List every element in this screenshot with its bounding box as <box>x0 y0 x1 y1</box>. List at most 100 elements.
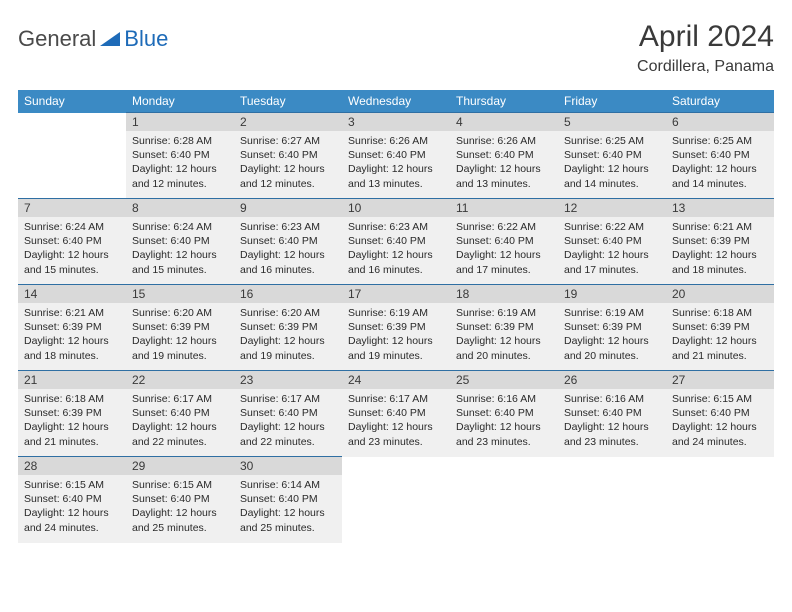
calendar-table: SundayMondayTuesdayWednesdayThursdayFrid… <box>18 90 774 543</box>
daylight-line2: and 22 minutes. <box>240 435 336 449</box>
week-row: 21Sunrise: 6:18 AMSunset: 6:39 PMDayligh… <box>18 371 774 457</box>
day-number: 8 <box>126 199 234 217</box>
sunrise: Sunrise: 6:14 AM <box>240 478 336 492</box>
day-cell: 11Sunrise: 6:22 AMSunset: 6:40 PMDayligh… <box>450 199 558 285</box>
blank-cell <box>342 457 450 543</box>
sunrise: Sunrise: 6:23 AM <box>240 220 336 234</box>
day-info: Sunrise: 6:24 AMSunset: 6:40 PMDaylight:… <box>126 217 234 281</box>
sunrise: Sunrise: 6:15 AM <box>24 478 120 492</box>
day-info: Sunrise: 6:16 AMSunset: 6:40 PMDaylight:… <box>450 389 558 453</box>
day-info: Sunrise: 6:17 AMSunset: 6:40 PMDaylight:… <box>126 389 234 453</box>
sunrise: Sunrise: 6:24 AM <box>24 220 120 234</box>
day-number: 16 <box>234 285 342 303</box>
sunrise: Sunrise: 6:15 AM <box>672 392 768 406</box>
daylight-line1: Daylight: 12 hours <box>348 334 444 348</box>
sunset: Sunset: 6:39 PM <box>240 320 336 334</box>
sunrise: Sunrise: 6:15 AM <box>132 478 228 492</box>
day-cell: 10Sunrise: 6:23 AMSunset: 6:40 PMDayligh… <box>342 199 450 285</box>
week-row: 7Sunrise: 6:24 AMSunset: 6:40 PMDaylight… <box>18 199 774 285</box>
sunset: Sunset: 6:40 PM <box>672 406 768 420</box>
sunset: Sunset: 6:40 PM <box>240 148 336 162</box>
sunrise: Sunrise: 6:22 AM <box>564 220 660 234</box>
day-number: 26 <box>558 371 666 389</box>
daylight-line2: and 23 minutes. <box>348 435 444 449</box>
day-info: Sunrise: 6:24 AMSunset: 6:40 PMDaylight:… <box>18 217 126 281</box>
sunrise: Sunrise: 6:17 AM <box>348 392 444 406</box>
day-number: 1 <box>126 113 234 131</box>
daylight-line1: Daylight: 12 hours <box>240 506 336 520</box>
day-info: Sunrise: 6:19 AMSunset: 6:39 PMDaylight:… <box>450 303 558 367</box>
sunset: Sunset: 6:40 PM <box>564 406 660 420</box>
day-cell: 17Sunrise: 6:19 AMSunset: 6:39 PMDayligh… <box>342 285 450 371</box>
daylight-line1: Daylight: 12 hours <box>24 506 120 520</box>
sunset: Sunset: 6:40 PM <box>672 148 768 162</box>
daylight-line2: and 12 minutes. <box>240 177 336 191</box>
day-cell: 22Sunrise: 6:17 AMSunset: 6:40 PMDayligh… <box>126 371 234 457</box>
sunrise: Sunrise: 6:25 AM <box>672 134 768 148</box>
sunset: Sunset: 6:39 PM <box>24 320 120 334</box>
day-cell: 28 Sunrise: 6:15 AMSunset: 6:40 PMDayligh… <box>18 457 126 543</box>
blank-cell <box>666 457 774 543</box>
day-info: Sunrise: 6:25 AMSunset: 6:40 PMDaylight:… <box>666 131 774 195</box>
day-number: 20 <box>666 285 774 303</box>
sunrise: Sunrise: 6:26 AM <box>456 134 552 148</box>
day-cell: 2Sunrise: 6:27 AMSunset: 6:40 PMDaylight… <box>234 113 342 199</box>
day-info: Sunrise: 6:22 AMSunset: 6:40 PMDaylight:… <box>450 217 558 281</box>
day-info: Sunrise: 6:23 AMSunset: 6:40 PMDaylight:… <box>342 217 450 281</box>
day-number: 21 <box>18 371 126 389</box>
day-cell: 18Sunrise: 6:19 AMSunset: 6:39 PMDayligh… <box>450 285 558 371</box>
daylight-line1: Daylight: 12 hours <box>672 162 768 176</box>
day-number: 6 <box>666 113 774 131</box>
day-number: 10 <box>342 199 450 217</box>
day-cell: 14Sunrise: 6:21 AMSunset: 6:39 PMDayligh… <box>18 285 126 371</box>
sunset: Sunset: 6:40 PM <box>132 492 228 506</box>
sunrise: Sunrise: 6:28 AM <box>132 134 228 148</box>
day-number: 28 <box>18 457 126 475</box>
day-info: Sunrise: 6:15 AMSunset: 6:40 PMDaylight:… <box>126 475 234 539</box>
logo-text-2: Blue <box>124 26 168 52</box>
daylight-line2: and 18 minutes. <box>24 349 120 363</box>
day-info: Sunrise: 6:18 AMSunset: 6:39 PMDaylight:… <box>18 389 126 453</box>
day-header: Tuesday <box>234 90 342 113</box>
week-row: 14Sunrise: 6:21 AMSunset: 6:39 PMDayligh… <box>18 285 774 371</box>
daylight-line2: and 25 minutes. <box>132 521 228 535</box>
sunset: Sunset: 6:40 PM <box>348 406 444 420</box>
sunset: Sunset: 6:40 PM <box>348 148 444 162</box>
sunrise: Sunrise: 6:18 AM <box>24 392 120 406</box>
day-number: 7 <box>18 199 126 217</box>
daylight-line2: and 16 minutes. <box>348 263 444 277</box>
sunset: Sunset: 6:39 PM <box>348 320 444 334</box>
logo: General Blue <box>18 20 168 52</box>
daylight-line1: Daylight: 12 hours <box>240 162 336 176</box>
blank-cell <box>450 457 558 543</box>
daylight-line2: and 25 minutes. <box>240 521 336 535</box>
day-header: Sunday <box>18 90 126 113</box>
sunset: Sunset: 6:40 PM <box>564 148 660 162</box>
day-cell: 30Sunrise: 6:14 AMSunset: 6:40 PMDayligh… <box>234 457 342 543</box>
day-info: Sunrise: 6:20 AMSunset: 6:39 PMDaylight:… <box>234 303 342 367</box>
sunrise: Sunrise: 6:20 AM <box>240 306 336 320</box>
day-cell: 7Sunrise: 6:24 AMSunset: 6:40 PMDaylight… <box>18 199 126 285</box>
daylight-line2: and 19 minutes. <box>240 349 336 363</box>
calendar-body: 1Sunrise: 6:28 AMSunset: 6:40 PMDaylight… <box>18 113 774 543</box>
day-cell: 24Sunrise: 6:17 AMSunset: 6:40 PMDayligh… <box>342 371 450 457</box>
daylight-line1: Daylight: 12 hours <box>24 334 120 348</box>
day-number: 22 <box>126 371 234 389</box>
day-info: Sunrise: 6:21 AMSunset: 6:39 PMDaylight:… <box>666 217 774 281</box>
sunset: Sunset: 6:40 PM <box>24 492 120 506</box>
daylight-line1: Daylight: 12 hours <box>348 248 444 262</box>
header: General Blue April 2024 Cordillera, Pana… <box>18 20 774 76</box>
daylight-line2: and 23 minutes. <box>564 435 660 449</box>
day-number: 9 <box>234 199 342 217</box>
day-info: Sunrise: 6:22 AMSunset: 6:40 PMDaylight:… <box>558 217 666 281</box>
sunset: Sunset: 6:40 PM <box>456 148 552 162</box>
triangle-icon <box>100 26 120 52</box>
day-info: Sunrise: 6:27 AMSunset: 6:40 PMDaylight:… <box>234 131 342 195</box>
sunrise: Sunrise: 6:16 AM <box>564 392 660 406</box>
daylight-line1: Daylight: 12 hours <box>24 248 120 262</box>
day-cell: 19Sunrise: 6:19 AMSunset: 6:39 PMDayligh… <box>558 285 666 371</box>
sunset: Sunset: 6:39 PM <box>672 320 768 334</box>
sunset: Sunset: 6:40 PM <box>240 406 336 420</box>
daylight-line1: Daylight: 12 hours <box>672 248 768 262</box>
month-title: April 2024 <box>637 20 774 54</box>
